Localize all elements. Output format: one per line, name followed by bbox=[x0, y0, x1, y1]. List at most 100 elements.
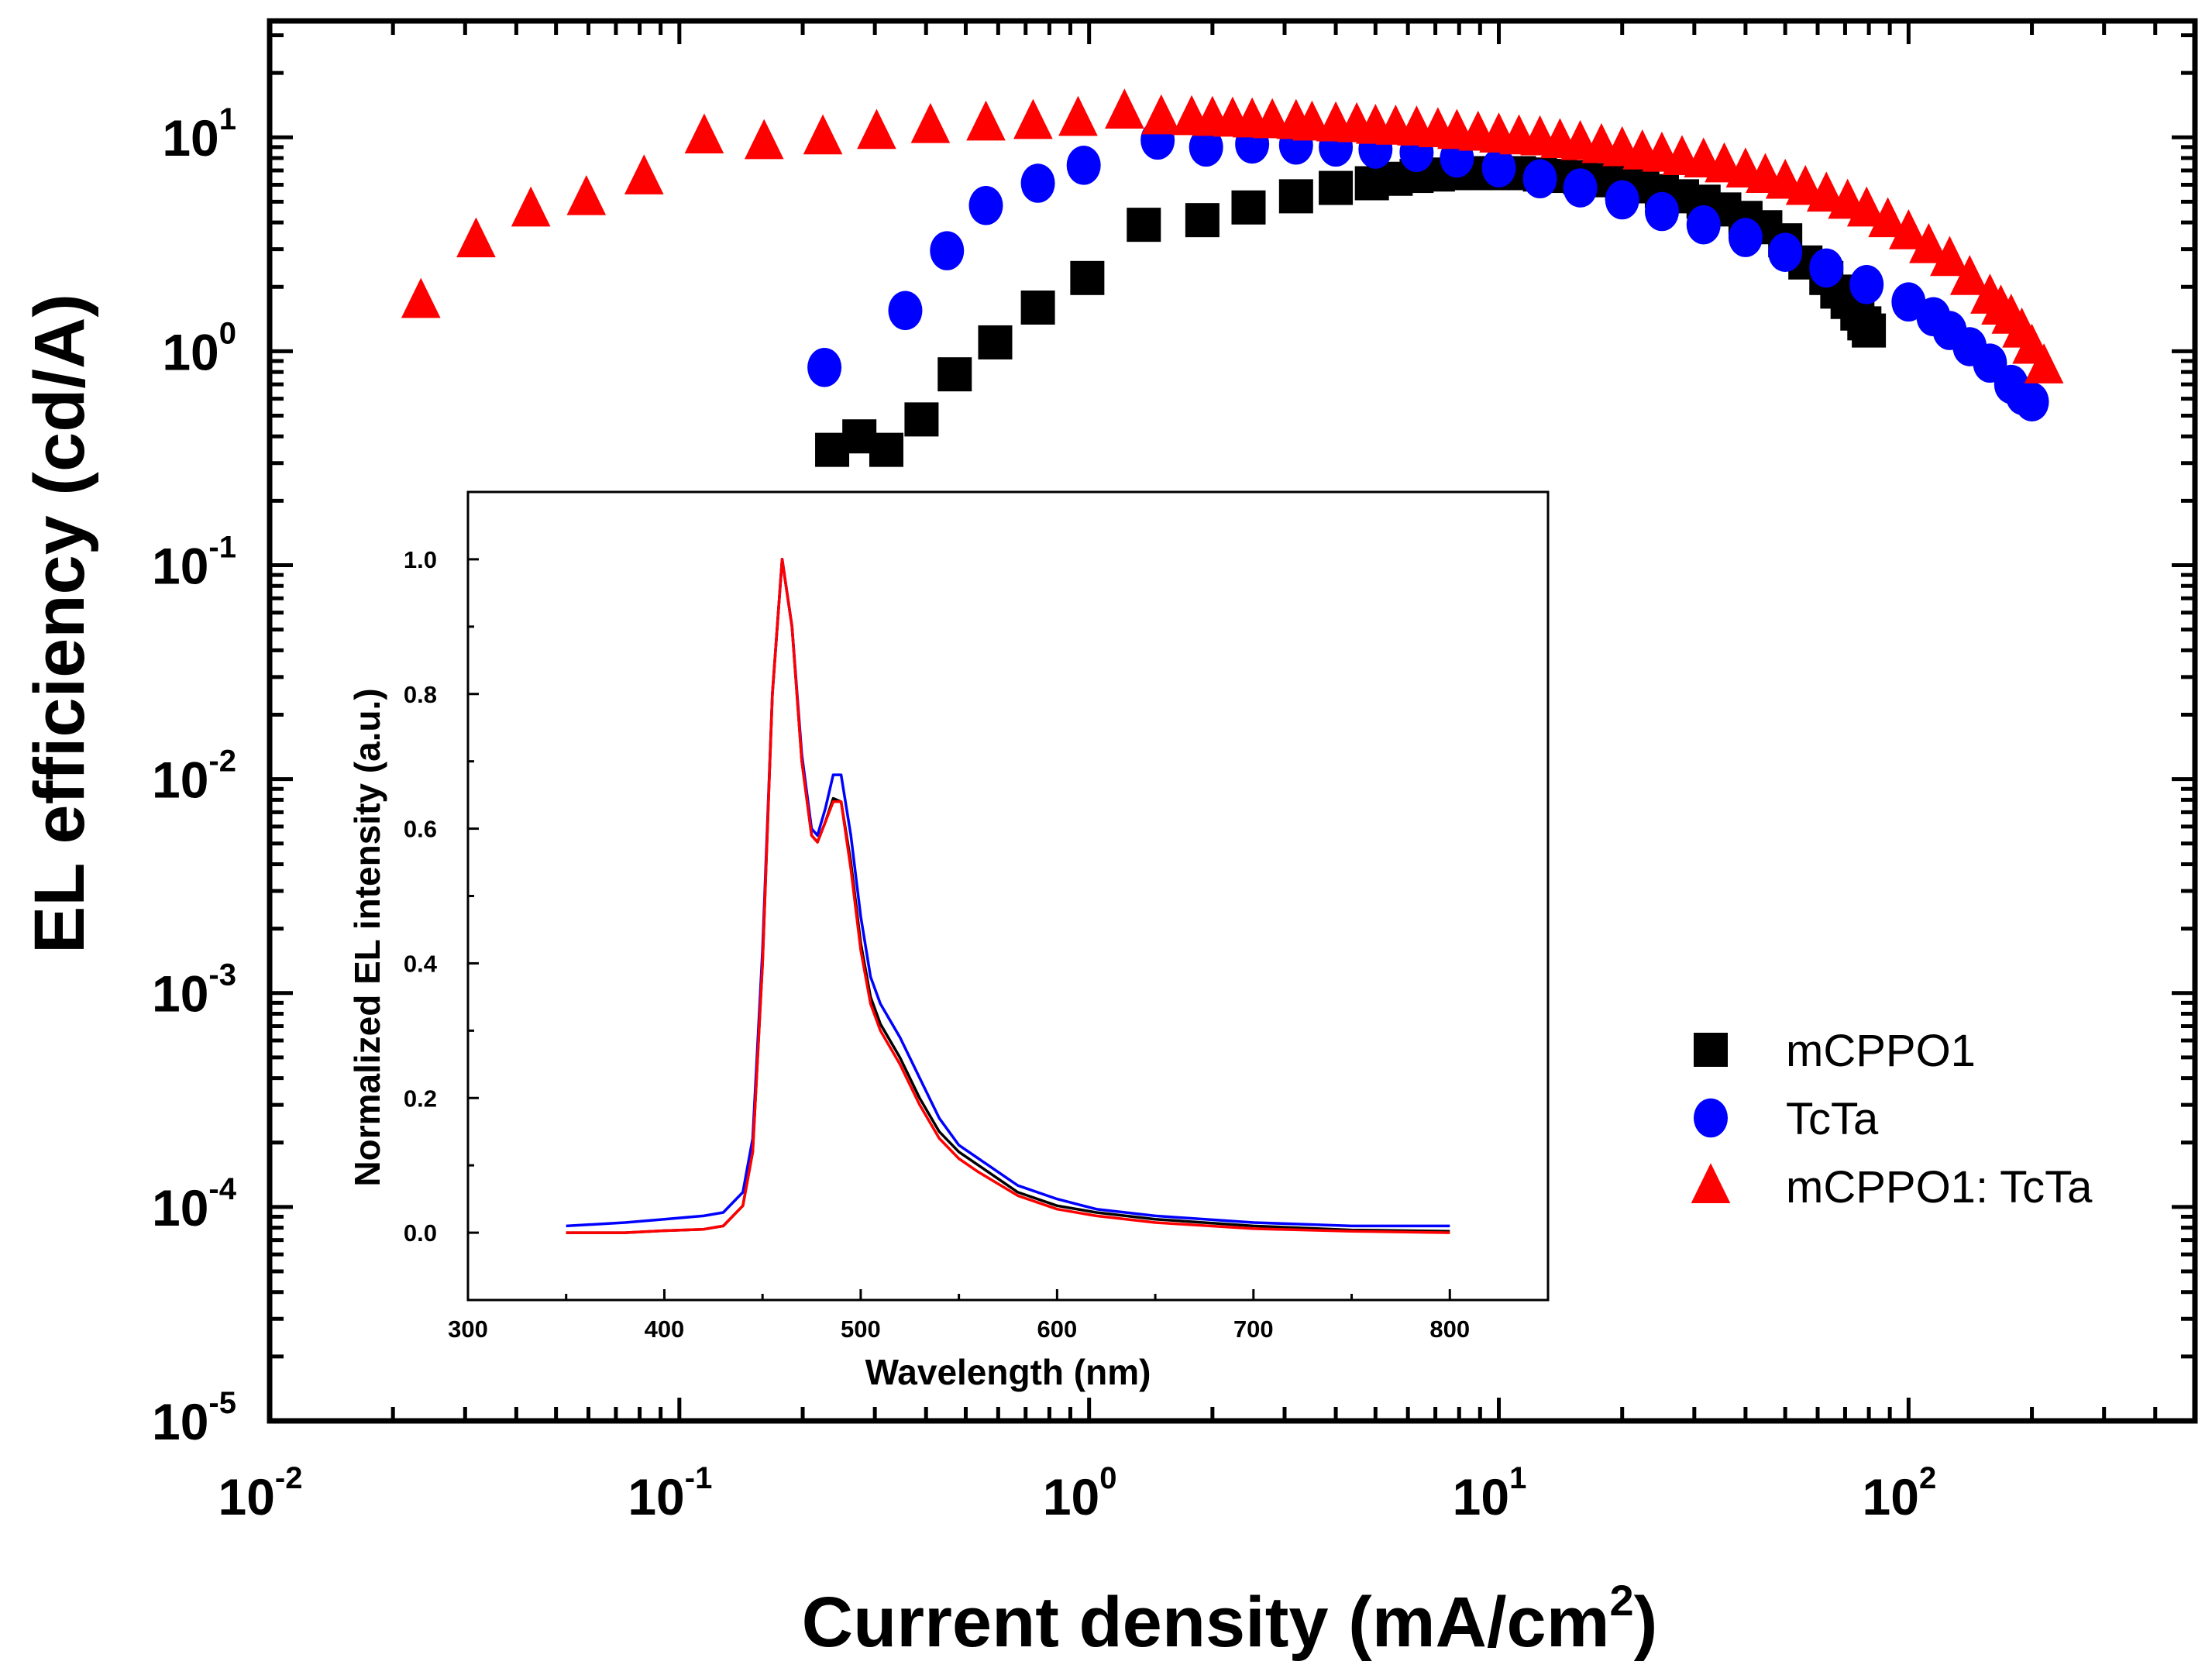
inset-plot: 300 400 500 600 700 800 0.0 0.2 0.4 0.6 0.8 1.0 bbox=[404, 490, 1550, 1343]
y-tick-base: 10 bbox=[152, 965, 208, 1023]
data-point bbox=[1070, 260, 1105, 295]
data-point bbox=[1930, 236, 1969, 277]
data-point bbox=[1949, 255, 1990, 295]
inset-x-tick-label: 500 bbox=[841, 1316, 881, 1343]
data-point bbox=[1909, 222, 1949, 263]
y-tick-exp: -5 bbox=[208, 1386, 236, 1420]
series-tcta bbox=[807, 120, 2049, 421]
inset-x-tick-label: 300 bbox=[448, 1316, 488, 1343]
x-tick-exp: 0 bbox=[1099, 1461, 1116, 1495]
data-point bbox=[1846, 186, 1887, 227]
inset-x-tick-label: 600 bbox=[1037, 1316, 1077, 1343]
data-point bbox=[624, 154, 664, 194]
inset-x-tick-label: 400 bbox=[645, 1316, 685, 1343]
data-point bbox=[1189, 127, 1223, 167]
legend-marker-triangle bbox=[1691, 1163, 1731, 1203]
y-tick-exp: -3 bbox=[208, 958, 236, 992]
legend-marker-circle bbox=[1694, 1098, 1728, 1138]
inset-x-tick-label: 700 bbox=[1233, 1316, 1274, 1343]
data-point bbox=[744, 119, 784, 160]
y-axis-title: EL efficiency (cd/A) bbox=[20, 294, 99, 954]
y-tick-exp: -1 bbox=[208, 530, 236, 564]
data-point bbox=[978, 325, 1013, 359]
plot-frame bbox=[267, 18, 2198, 1424]
x-tick-label: 101 bbox=[1453, 1461, 1527, 1525]
data-point bbox=[1231, 190, 1266, 225]
data-point bbox=[1522, 159, 1557, 199]
inset-y-tick-label: 0.0 bbox=[404, 1219, 437, 1247]
inset-line-mcppo1-tcta bbox=[566, 558, 1450, 1234]
x-tick-label: 10-2 bbox=[218, 1461, 303, 1525]
data-point bbox=[1105, 88, 1144, 129]
inset-x-tick-label: 800 bbox=[1429, 1316, 1470, 1343]
x-tick-exp: 1 bbox=[1509, 1461, 1526, 1495]
data-point bbox=[1768, 232, 1803, 272]
data-point bbox=[1127, 208, 1161, 242]
y-tick-exp: -4 bbox=[208, 1172, 236, 1206]
data-point bbox=[1141, 94, 1182, 135]
data-point bbox=[566, 174, 607, 215]
legend: mCPPO1 TcTa mCPPO1: TcTa bbox=[1691, 1026, 2093, 1212]
x-axis-title: Current density (mA/cm2) bbox=[802, 1576, 1658, 1662]
y-tick-label: 10-3 bbox=[152, 958, 236, 1023]
y-tick-base: 10 bbox=[162, 323, 218, 380]
data-point bbox=[401, 277, 441, 318]
y-tick-label: 10-1 bbox=[152, 530, 236, 594]
data-point bbox=[1319, 170, 1354, 205]
y-tick-exp: -2 bbox=[208, 745, 236, 779]
legend-label: mCPPO1: TcTa bbox=[1786, 1162, 2093, 1212]
y-tick-base: 10 bbox=[152, 1393, 208, 1450]
data-point bbox=[1889, 209, 1928, 249]
legend-label: TcTa bbox=[1786, 1094, 1879, 1144]
data-point bbox=[966, 100, 1006, 141]
inset-y-axis-title: Normalized EL intensity (a.u.) bbox=[347, 688, 387, 1186]
y-tick-base: 10 bbox=[162, 109, 218, 167]
legend-label: mCPPO1 bbox=[1786, 1026, 1976, 1076]
data-point bbox=[869, 432, 903, 467]
data-point bbox=[904, 402, 939, 437]
y-tick-label: 100 bbox=[162, 316, 236, 380]
inset-x-axis-title: Wavelength (nm) bbox=[865, 1352, 1151, 1392]
data-point bbox=[930, 231, 965, 270]
main-plot: 10-2 10-1 100 101 10210110010-110-210-310-41… bbox=[152, 18, 2198, 1525]
series-mcppo1-tcta bbox=[401, 88, 2064, 383]
data-point bbox=[857, 108, 896, 150]
data-point bbox=[1563, 168, 1598, 208]
data-point bbox=[803, 114, 843, 155]
inset-y-tick-label: 0.8 bbox=[404, 681, 437, 708]
data-point bbox=[1278, 179, 1313, 214]
x-tick-base: 10 bbox=[1863, 1468, 1919, 1525]
y-tick-exp: 1 bbox=[219, 102, 236, 136]
data-point bbox=[1806, 171, 1846, 212]
data-point bbox=[1728, 218, 1763, 257]
y-tick-label: 101 bbox=[162, 102, 236, 167]
x-tick-base: 10 bbox=[628, 1468, 684, 1525]
data-point bbox=[968, 185, 1003, 225]
y-tick-label: 10-2 bbox=[152, 745, 236, 809]
data-point bbox=[1066, 146, 1101, 185]
x-tick-exp: -2 bbox=[275, 1461, 303, 1495]
data-point bbox=[684, 113, 724, 154]
data-point bbox=[1686, 205, 1721, 245]
data-point bbox=[511, 186, 551, 227]
inset-y-tick-label: 0.4 bbox=[404, 950, 438, 977]
data-point bbox=[910, 102, 951, 143]
x-tick-label: 102 bbox=[1863, 1461, 1937, 1525]
x-tick-base: 10 bbox=[1043, 1468, 1099, 1525]
y-tick-label: 10-4 bbox=[152, 1172, 237, 1236]
data-point bbox=[1868, 197, 1908, 238]
data-point bbox=[1013, 98, 1053, 139]
x-tick-label: 10-1 bbox=[628, 1461, 712, 1525]
data-point bbox=[1058, 95, 1098, 136]
data-point bbox=[937, 357, 972, 392]
y-tick-label: 10-5 bbox=[152, 1386, 236, 1450]
y-tick-base: 10 bbox=[152, 752, 208, 809]
y-tick-exp: 0 bbox=[219, 316, 236, 350]
x-tick-base: 10 bbox=[1453, 1468, 1509, 1525]
data-point bbox=[807, 347, 842, 387]
data-point bbox=[888, 291, 923, 331]
data-point bbox=[1852, 313, 1887, 348]
inset-y-tick-label: 0.6 bbox=[404, 816, 437, 843]
data-point bbox=[1849, 264, 1884, 304]
